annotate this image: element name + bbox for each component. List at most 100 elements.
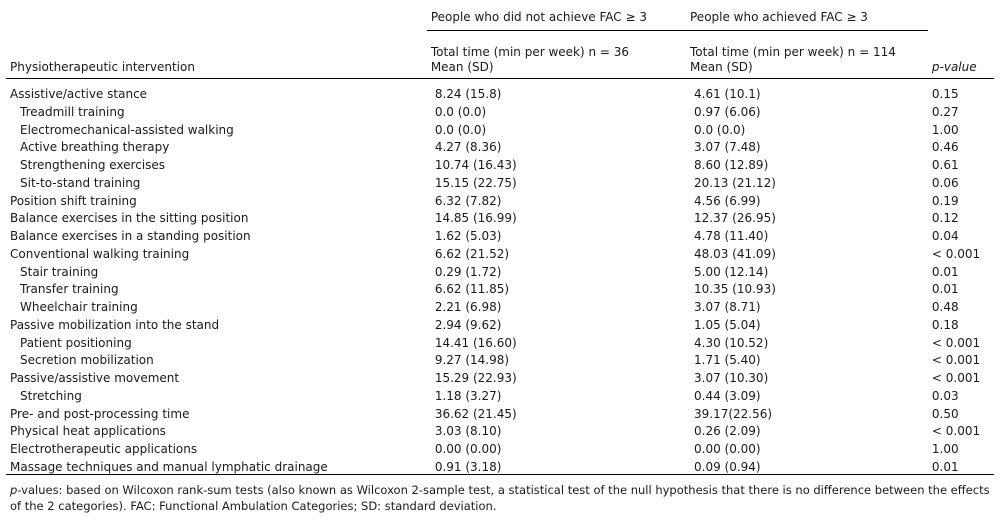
group2-value: 4.61 (10.1) [694,87,761,101]
table-row: Position shift training 6.32 (7.82) 4.56 (… [6,190,994,208]
row-label: Passive mobilization into the stand [10,317,220,332]
table-row: Conventional walking training 6.62 (21.52… [6,243,994,261]
empty-header-cell [6,4,427,31]
p-value: 1.00 [931,442,959,456]
p-value: 0.18 [931,317,959,332]
group1-col-line2: Mean (SD) [430,60,494,74]
group2-header: People who achieved FAC ≥ 3 [686,4,928,31]
group2-value: 0.09 (0.94) [694,459,761,474]
row-label: Transfer training [20,282,119,297]
group2-col-line2: Mean (SD) [690,60,753,74]
table-row: Patient positioning 14.41 (16.60) 4.30 (10… [6,332,994,350]
table-row: Secretion mobilization 9.27 (14.98) 1.71 (… [6,350,994,368]
group2-value: 8.60 (12.89) [694,158,769,172]
group2-value: 1.71 (5.40) [694,353,761,368]
group2-value: 10.35 (10.93) [694,282,776,297]
p-value: < 0.001 [931,246,981,261]
table-row: Sit-to-stand training 15.15 (22.75) 20.13 … [6,172,994,190]
row-label: Strengthening exercises [20,158,166,172]
table-row: Treadmill training 0.0 (0.0) 0.97 (6.06) 0.… [6,101,994,119]
row-label: Patient positioning [20,335,132,350]
table-row: Stretching 1.18 (3.27) 0.44 (3.09) 0.03 [6,385,994,403]
group2-value: 12.37 (26.95) [694,211,776,226]
row-label: Pre- and post-processing time [10,406,190,421]
row-label: Conventional walking training [10,246,190,261]
group2-value: 48.03 (41.09) [694,246,776,261]
p-value: 0.27 [931,104,959,119]
group1-value: 4.27 (8.36) [434,140,502,155]
group2-column-header: Total time (min per week) n = 114 Mean (S… [686,31,928,79]
table-row: Electromechanical-assisted walking 0.0 (0… [6,119,994,137]
p-value: < 0.001 [931,335,981,350]
group2-value: 0.00 (0.00) [694,442,761,456]
table-row: Wheelchair training 2.21 (6.98) 3.07 (8.71… [6,296,994,314]
table-row: Passive mobilization into the stand 2.94 … [6,314,994,332]
row-label: Secretion mobilization [20,353,154,368]
group1-value: 0.29 (1.72) [434,264,502,279]
group1-value: 0.91 (3.18) [434,459,502,474]
row-label: Passive/assistive movement [10,371,180,385]
group1-value: 14.41 (16.60) [434,335,517,350]
row-label: Balance exercises in the sitting positio… [10,211,249,226]
group1-column-header: Total time (min per week) n = 36 Mean (SD… [427,31,686,79]
row-label: Physical heat applications [10,424,166,439]
p-value: 0.03 [931,388,959,403]
p-value: 0.12 [931,211,959,226]
table-row: Massage techniques and manual lymphatic … [6,456,994,475]
group1-value: 2.21 (6.98) [434,300,502,314]
group1-value: 0.00 (0.00) [434,442,502,456]
group2-value: 0.0 (0.0) [694,122,746,137]
group1-value: 15.29 (22.93) [434,371,517,385]
group1-header: People who did not achieve FAC ≥ 3 [426,4,686,31]
group1-value: 0.0 (0.0) [434,104,487,119]
table-row: Balance exercises in the sitting positio… [6,208,994,226]
group1-value: 8.24 (15.8) [434,87,502,101]
p-value-column-header: p-value [931,60,977,74]
p-value: 0.61 [931,158,959,172]
table-row: Balance exercises in a standing position… [6,225,994,243]
footnote-p-term: p [10,483,18,497]
row-label: Active breathing therapy [20,140,170,155]
p-value: 0.04 [931,229,959,243]
row-label: Sit-to-stand training [20,175,141,190]
p-value: 1.00 [931,122,959,137]
group2-value: 4.30 (10.52) [694,335,769,350]
group1-value: 36.62 (21.45) [434,406,517,421]
group2-value: 0.97 (6.06) [694,104,761,119]
table-row: Transfer training 6.62 (11.85) 10.35 (10.9… [6,279,994,297]
group1-value: 10.74 (16.43) [434,158,517,172]
p-value: < 0.001 [931,353,981,368]
empty-header-cell [928,4,994,31]
table-row: Strengthening exercises 10.74 (16.43) 8.60… [6,154,994,172]
table-row: Pre- and post-processing time 36.62 (21.4… [6,403,994,421]
group2-value: 4.78 (11.40) [694,229,769,243]
group2-value: 39.17(22.56) [694,406,773,421]
group1-value: 0.0 (0.0) [434,122,487,137]
row-label: Massage techniques and manual lymphatic … [10,459,328,474]
p-value: < 0.001 [931,424,981,439]
group1-value: 6.62 (11.85) [434,282,510,297]
group1-value: 14.85 (16.99) [434,211,517,226]
group2-value: 5.00 (12.14) [694,264,769,279]
group1-value: 1.62 (5.03) [434,229,502,243]
footnote-text: -values: based on Wilcoxon rank-sum test… [10,483,990,513]
table-row: Physical heat applications 3.03 (8.10) 0.2… [6,421,994,439]
row-label: Position shift training [10,193,137,208]
row-label: Assistive/active stance [10,87,148,101]
p-value: 0.48 [931,300,959,314]
group-header-row: People who did not achieve FAC ≥ 3 Peopl… [6,4,994,31]
group2-value: 3.07 (8.71) [694,300,761,314]
group2-value: 0.26 (2.09) [694,424,761,439]
p-value: 0.01 [931,459,959,474]
group1-value: 6.62 (21.52) [434,246,510,261]
group1-col-line1: Total time (min per week) n = 36 [430,45,630,59]
p-value: 0.19 [931,193,959,208]
row-label: Electrotherapeutic applications [10,442,198,456]
group2-col-line1: Total time (min per week) n = 114 [690,45,896,59]
row-label: Stretching [20,388,82,403]
row-label: Electromechanical-assisted walking [20,122,234,137]
row-label: Treadmill training [20,104,125,119]
table-row: Stair training 0.29 (1.72) 5.00 (12.14) 0.0… [6,261,994,279]
data-table: People who did not achieve FAC ≥ 3 Peopl… [6,4,994,475]
